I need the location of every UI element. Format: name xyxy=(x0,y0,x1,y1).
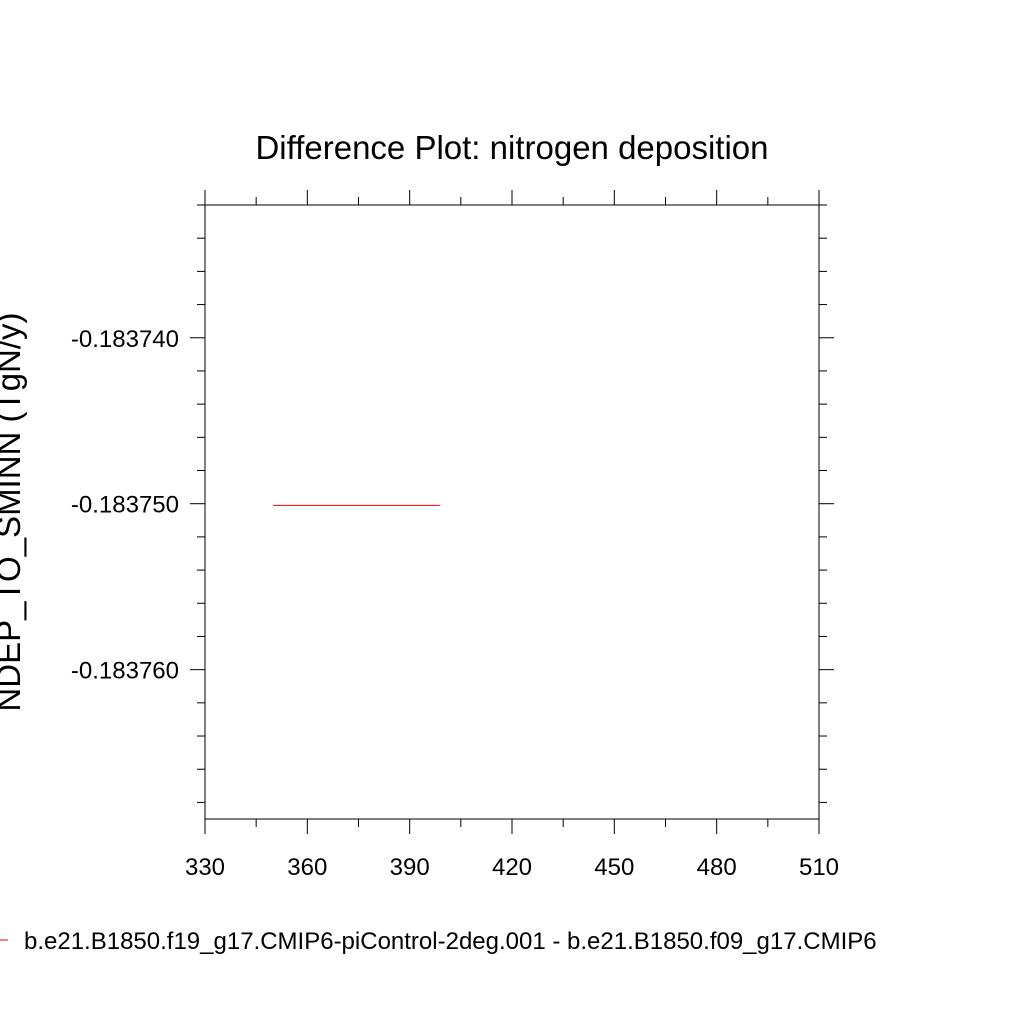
x-tick-label: 480 xyxy=(697,854,737,881)
plot-frame xyxy=(204,204,820,820)
x-tick-label: 510 xyxy=(799,854,839,881)
legend: b.e21.B1850.f19_g17.CMIP6-piControl-2deg… xyxy=(0,928,877,955)
y-tick-label: -0.183740 xyxy=(71,326,179,353)
y-tick-label: -0.183760 xyxy=(71,658,179,685)
x-tick-label: 450 xyxy=(594,854,634,881)
y-axis-ticks: -0.183740 -0.183750 -0.183760 xyxy=(71,204,834,803)
y-tick-label: -0.183750 xyxy=(71,492,179,519)
y-axis-label: NDEP_TO_SMINN (TgN/y) xyxy=(0,312,27,711)
x-tick-label: 420 xyxy=(492,854,532,881)
chart-title: Difference Plot: nitrogen deposition xyxy=(255,129,768,166)
x-tick-label: 330 xyxy=(185,854,225,881)
x-tick-label: 360 xyxy=(287,854,327,881)
legend-label: b.e21.B1850.f19_g17.CMIP6-piControl-2deg… xyxy=(24,928,877,955)
x-axis-ticks: 330 360 390 420 450 480 510 xyxy=(185,190,839,881)
x-tick-label: 390 xyxy=(390,854,430,881)
